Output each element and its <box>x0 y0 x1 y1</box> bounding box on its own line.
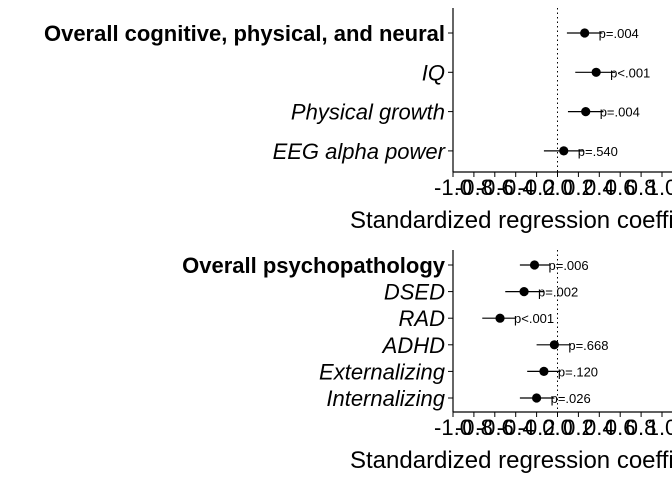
forest-row: EEG alpha power p=.540 <box>273 139 618 164</box>
x-tick-label: 0.4 <box>584 415 615 440</box>
forest-row: Externalizing p=.120 <box>319 359 598 384</box>
x-tick-label: 0.0 <box>542 415 573 440</box>
point-estimate <box>519 287 529 297</box>
row-label: Externalizing <box>319 359 446 384</box>
x-tick-label: 0.2 <box>563 415 594 440</box>
x-tick-label: -0.6 <box>476 175 514 200</box>
x-axis-title: Standardized regression coefficient <box>350 447 672 474</box>
p-value-label: p=.668 <box>568 338 608 353</box>
p-value-label: p=.540 <box>578 144 618 159</box>
x-tick-label: -0.8 <box>455 175 493 200</box>
x-tick-label: 0.8 <box>626 415 657 440</box>
point-estimate <box>559 146 569 156</box>
row-label: RAD <box>399 306 446 331</box>
x-tick-label: 0.4 <box>584 175 615 200</box>
row-label: IQ <box>422 60 445 85</box>
forest-row: Internalizing p=.026 <box>326 386 590 411</box>
forest-row: IQ p<.001 <box>422 60 651 85</box>
point-estimate <box>591 67 601 77</box>
x-tick-label: 1.0 <box>647 175 672 200</box>
panel-psychopathology: -1.0-0.8-0.6-0.4-0.20.00.20.40.60.81.0 St… <box>182 250 672 474</box>
x-tick-label: 0.6 <box>605 415 636 440</box>
p-value-label: p=.002 <box>538 285 578 300</box>
x-axis-title: Standardized regression coefficient <box>350 207 672 234</box>
x-tick-label: -1.0 <box>434 415 472 440</box>
point-estimate <box>549 340 559 350</box>
forest-row: Physical growth p=.004 <box>291 100 640 125</box>
forest-row: ADHD p=.668 <box>381 333 609 358</box>
p-value-label: p=.006 <box>549 258 589 273</box>
x-tick-label: 0.0 <box>542 175 573 200</box>
point-estimate <box>532 393 542 403</box>
x-tick-label: 0.2 <box>563 175 594 200</box>
x-tick-label: -1.0 <box>434 175 472 200</box>
x-tick-label: 0.8 <box>626 175 657 200</box>
forest-row: Overall cognitive, physical, and neural p… <box>44 21 639 46</box>
x-tick-label: -0.4 <box>497 415 535 440</box>
x-tick-label: 1.0 <box>647 415 672 440</box>
row-label: EEG alpha power <box>273 139 447 164</box>
p-value-label: p=.026 <box>551 391 591 406</box>
p-value-label: p=.004 <box>600 105 640 120</box>
x-tick-label: -0.8 <box>455 415 493 440</box>
row-label: Physical growth <box>291 100 445 125</box>
point-estimate <box>581 107 591 117</box>
point-estimate <box>495 313 505 323</box>
panel-cognitive: -1.0-0.8-0.6-0.4-0.20.00.20.40.60.81.0 St… <box>44 8 672 234</box>
point-estimate <box>539 366 549 376</box>
x-tick-label: -0.4 <box>497 175 535 200</box>
row-label: Overall cognitive, physical, and neural <box>44 21 445 46</box>
row-label: Internalizing <box>326 386 445 411</box>
x-tick-label: -0.6 <box>476 415 514 440</box>
row-label: ADHD <box>381 333 445 358</box>
row-label: Overall psychopathology <box>182 253 446 278</box>
p-value-label: p<.001 <box>610 65 650 80</box>
point-estimate <box>580 28 590 38</box>
forest-row: RAD p<.001 <box>399 306 555 331</box>
point-estimate <box>529 260 540 270</box>
x-tick-label: 0.6 <box>605 175 636 200</box>
p-value-label: p=.120 <box>558 364 598 379</box>
row-label: DSED <box>384 280 445 305</box>
p-value-label: p=.004 <box>599 26 639 41</box>
x-tick-label: -0.2 <box>518 175 556 200</box>
forest-row: Overall psychopathology p=.006 <box>182 253 588 278</box>
x-tick-label: -0.2 <box>518 415 556 440</box>
forest-row: DSED p=.002 <box>384 280 578 305</box>
p-value-label: p<.001 <box>514 311 554 326</box>
